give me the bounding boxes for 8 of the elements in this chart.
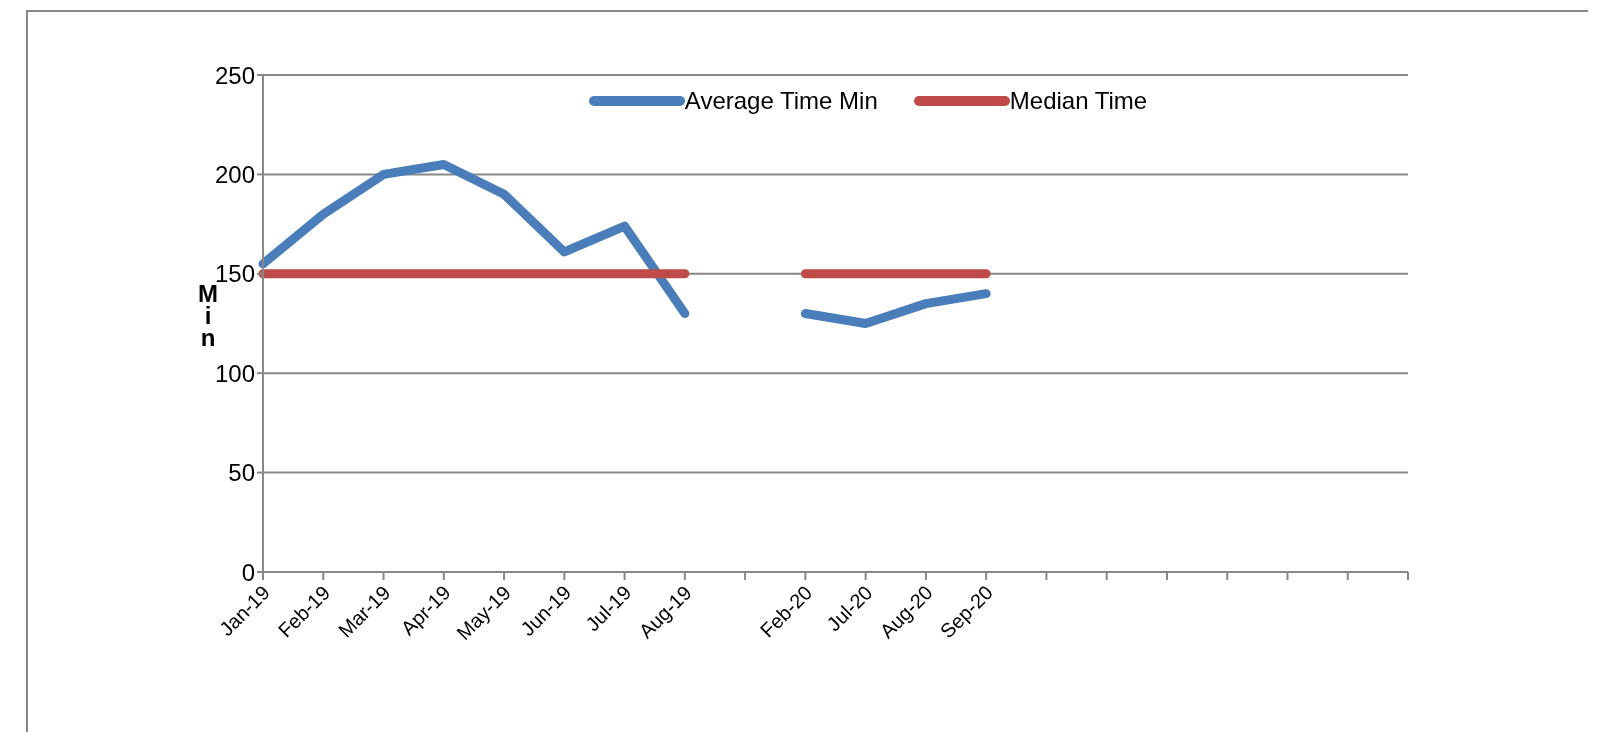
legend-label: Average Time Min (684, 87, 878, 115)
y-tick-label: 200 (214, 160, 255, 188)
y-tick-label: 50 (228, 459, 255, 487)
y-tick-label: 100 (214, 359, 255, 387)
y-tick-label: 0 (241, 558, 255, 586)
legend-label: Median Time (1009, 87, 1148, 115)
y-tick-label: 250 (214, 61, 255, 89)
y-axis-title: Min (198, 280, 218, 351)
